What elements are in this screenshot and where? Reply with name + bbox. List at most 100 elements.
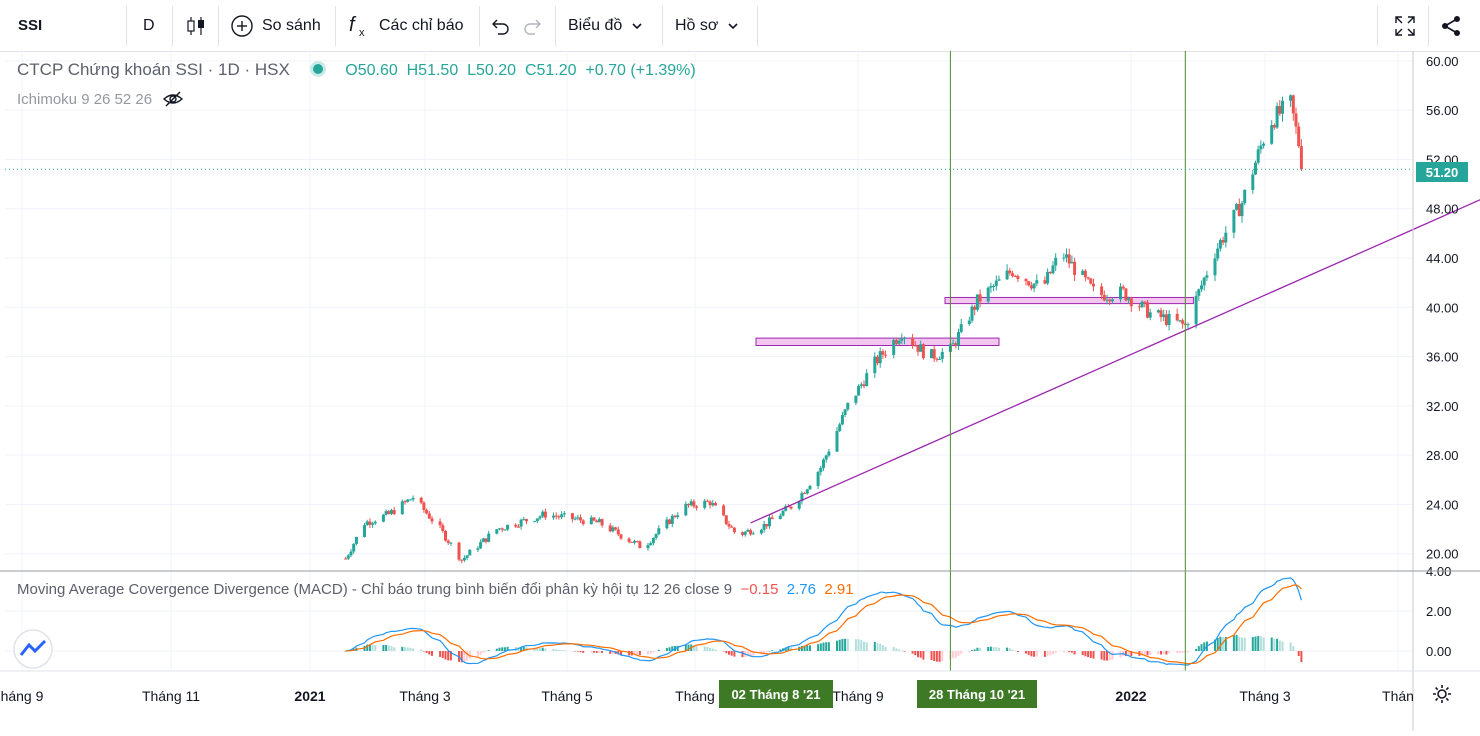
- macd-histogram-bar: [466, 651, 469, 661]
- candle-body: [616, 529, 620, 535]
- candle-body: [911, 337, 915, 346]
- macd-histogram-bar: [498, 647, 501, 651]
- candle-body: [900, 338, 904, 341]
- redo-button[interactable]: [522, 0, 544, 51]
- macd-histogram-bar: [371, 644, 374, 651]
- toolbar-divider: [1428, 6, 1429, 46]
- macd-histogram-bar: [1232, 635, 1235, 651]
- eye-hidden-icon[interactable]: [162, 90, 184, 108]
- compare-button[interactable]: So sánh: [230, 0, 321, 51]
- macd-histogram-bar: [1070, 651, 1073, 653]
- candle-body: [665, 519, 669, 529]
- candle-body: [1008, 270, 1012, 274]
- macd-histogram-bar: [884, 646, 887, 651]
- candle-body: [1070, 261, 1074, 264]
- chart-container[interactable]: 60.00 56.00 52.00 48.00 44.00 40.00 36.00 32.00…: [0, 51, 1480, 731]
- candle-body: [1024, 278, 1028, 282]
- candle-body: [1237, 204, 1241, 217]
- macd-histogram-bar: [1289, 642, 1292, 651]
- macd-histogram-bar: [1106, 651, 1108, 661]
- change-value: +0.70 (+1.39%): [585, 62, 696, 79]
- ichimoku-label: Ichimoku 9 26 52 26: [17, 90, 153, 108]
- fullscreen-icon: [1395, 15, 1415, 36]
- share-button[interactable]: [1440, 0, 1462, 51]
- macd-histogram-bar: [1087, 651, 1090, 658]
- candle-body: [714, 503, 717, 506]
- macd-histogram-bar: [825, 642, 828, 651]
- candle-body: [1102, 294, 1106, 301]
- macd-histogram-bar: [620, 651, 622, 655]
- time-tick-label: Tháng 5: [541, 688, 593, 704]
- candle-body: [614, 527, 618, 530]
- candle-body: [708, 501, 712, 506]
- candle-body: [371, 523, 375, 525]
- candle-body: [1254, 162, 1257, 175]
- candle-body: [935, 358, 939, 360]
- interval-label: D: [143, 16, 155, 34]
- candle-body: [1243, 189, 1247, 204]
- candle-body: [633, 541, 636, 543]
- toolbar-divider: [555, 6, 556, 46]
- macd-histogram-bar: [1111, 651, 1114, 660]
- macd-histogram-bar: [1241, 637, 1243, 651]
- candle-body: [1016, 276, 1020, 279]
- candle-body: [930, 349, 933, 359]
- candle-body: [1181, 320, 1185, 324]
- logo-mark: [19, 639, 47, 656]
- candle-body: [1081, 270, 1085, 275]
- symbol-search[interactable]: SSI: [18, 0, 42, 51]
- candle-body: [838, 424, 842, 431]
- macd-histogram-bar: [485, 651, 487, 652]
- time-tick-label: 2022: [1115, 688, 1146, 704]
- chart-canvas[interactable]: 60.0056.0052.0048.0044.0040.0036.0032.00…: [0, 51, 1480, 731]
- macd-histogram-bar: [1273, 638, 1276, 651]
- indicators-button[interactable]: f x Các chỉ báo: [347, 0, 464, 51]
- fullscreen-button[interactable]: [1393, 0, 1417, 51]
- macd-histogram-bar: [687, 644, 690, 651]
- candle-body: [363, 525, 366, 537]
- chevron-down-icon: [632, 22, 642, 29]
- price-tick-label: 60.00: [1426, 54, 1459, 69]
- macd-histogram-bar: [1281, 641, 1284, 651]
- chart-menu-button[interactable]: Biểu đồ: [568, 0, 644, 51]
- macd-histogram-bar: [1257, 635, 1260, 651]
- macd-histogram-bar: [468, 651, 471, 659]
- macd-histogram-bar: [1143, 651, 1146, 655]
- overlays: [5, 51, 1480, 671]
- macd-histogram-bar: [1030, 651, 1033, 657]
- candle-body: [973, 306, 977, 310]
- axes: 60.0056.0052.0048.0044.0040.0036.0032.00…: [0, 51, 1480, 731]
- ichimoku-legend[interactable]: Ichimoku 9 26 52 26: [17, 90, 184, 108]
- candle-body: [1294, 113, 1298, 127]
- candle-body: [746, 530, 750, 532]
- compare-label: So sánh: [262, 16, 321, 34]
- time-tick-label: háng 9: [1, 688, 44, 704]
- candle-body: [940, 351, 944, 359]
- settings-button[interactable]: [1431, 683, 1453, 710]
- macd-histogram-bar: [574, 651, 577, 652]
- macd-histogram-bar: [709, 647, 712, 651]
- macd-histogram-bar: [930, 651, 933, 660]
- macd-histogram-bar: [976, 647, 979, 651]
- time-tick-label: Tháng 3: [1239, 688, 1291, 704]
- profile-menu-button[interactable]: Hồ sơ: [675, 0, 740, 51]
- candle-body: [938, 358, 942, 360]
- macd-histogram-bar: [401, 646, 404, 651]
- candle-body: [651, 537, 655, 544]
- candle-body: [419, 497, 423, 503]
- macd-histogram-bar: [895, 648, 898, 651]
- macd-histogram-bar: [922, 651, 925, 660]
- candle-body: [387, 511, 391, 514]
- macd-histogram-bar: [1068, 651, 1071, 653]
- candle-body: [1032, 283, 1036, 289]
- candle-body: [638, 541, 642, 549]
- chart-type-button[interactable]: [184, 0, 208, 51]
- macd-histogram-bar: [671, 646, 674, 651]
- candle-body: [1164, 314, 1168, 325]
- interval-button[interactable]: D: [143, 0, 155, 51]
- macd-histogram-bar: [836, 640, 838, 651]
- macd-histogram-bar: [1035, 651, 1038, 657]
- undo-button[interactable]: [489, 0, 511, 51]
- macd-histogram-bar: [1108, 651, 1111, 661]
- candle-body: [425, 509, 429, 514]
